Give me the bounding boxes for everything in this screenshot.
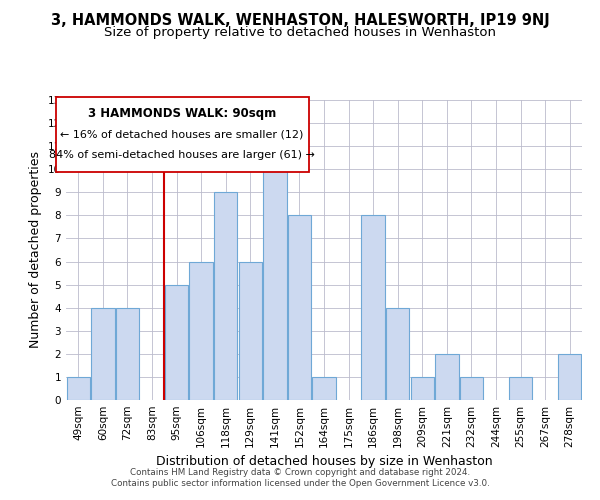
Text: 3, HAMMONDS WALK, WENHASTON, HALESWORTH, IP19 9NJ: 3, HAMMONDS WALK, WENHASTON, HALESWORTH,… (50, 12, 550, 28)
Bar (460, 377, 483, 400)
Bar (91, 308, 115, 400)
FancyBboxPatch shape (56, 97, 308, 172)
Bar (263, 146, 287, 400)
Bar (435, 354, 458, 400)
Y-axis label: Number of detached properties: Number of detached properties (29, 152, 43, 348)
Bar (288, 216, 311, 400)
X-axis label: Distribution of detached houses by size in Wenhaston: Distribution of detached houses by size … (155, 456, 493, 468)
Text: 84% of semi-detached houses are larger (61) →: 84% of semi-detached houses are larger (… (49, 150, 315, 160)
Bar (67, 377, 90, 400)
Bar (214, 192, 238, 400)
Text: Contains HM Land Registry data © Crown copyright and database right 2024.
Contai: Contains HM Land Registry data © Crown c… (110, 468, 490, 487)
Bar (558, 354, 581, 400)
Text: 3 HAMMONDS WALK: 90sqm: 3 HAMMONDS WALK: 90sqm (88, 107, 276, 120)
Bar (509, 377, 532, 400)
Bar (165, 284, 188, 400)
Text: ← 16% of detached houses are smaller (12): ← 16% of detached houses are smaller (12… (61, 130, 304, 140)
Bar (361, 216, 385, 400)
Bar (116, 308, 139, 400)
Bar (190, 262, 213, 400)
Bar (410, 377, 434, 400)
Bar (239, 262, 262, 400)
Bar (313, 377, 335, 400)
Bar (386, 308, 409, 400)
Text: Size of property relative to detached houses in Wenhaston: Size of property relative to detached ho… (104, 26, 496, 39)
